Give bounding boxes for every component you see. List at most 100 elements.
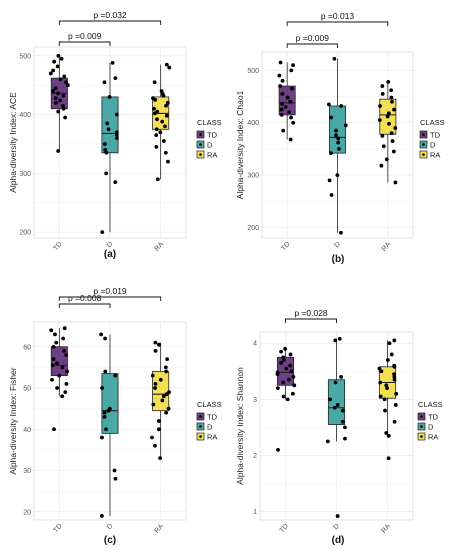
data-point xyxy=(339,374,344,379)
data-point xyxy=(65,83,70,88)
data-point xyxy=(105,121,110,126)
data-point xyxy=(327,178,332,183)
data-point xyxy=(107,95,112,99)
y-axis-label: Alpha-diversity Index: ACE xyxy=(8,92,18,193)
data-point xyxy=(54,100,58,105)
data-point xyxy=(384,157,389,162)
data-point xyxy=(54,340,59,345)
y-tick-label: 200 xyxy=(247,225,259,232)
legend-label: D xyxy=(430,141,436,150)
data-point xyxy=(157,427,161,432)
y-axis-label: Alpha-diversity Index: Chao1 xyxy=(235,90,245,199)
data-point xyxy=(279,112,284,117)
data-point xyxy=(378,104,382,108)
data-point xyxy=(100,230,105,235)
legend-label: D xyxy=(207,141,213,150)
data-point xyxy=(154,127,159,132)
panel-label: (c) xyxy=(104,535,116,546)
data-point xyxy=(391,149,396,154)
data-point xyxy=(103,336,107,341)
data-point xyxy=(158,377,163,382)
data-point xyxy=(290,86,294,91)
legend-dot xyxy=(199,153,202,156)
y-tick-label: 4 xyxy=(253,341,257,348)
p-value-label: p =0.009 xyxy=(68,31,102,41)
data-point xyxy=(163,365,168,370)
x-tick-label: TD xyxy=(52,523,63,535)
data-point xyxy=(337,147,341,151)
data-point xyxy=(386,111,391,116)
data-point xyxy=(104,171,109,176)
data-point xyxy=(165,357,170,362)
data-point xyxy=(153,381,158,386)
legend-label: TD xyxy=(430,131,441,140)
data-point xyxy=(386,433,391,438)
data-point xyxy=(62,74,67,79)
data-point xyxy=(288,99,293,104)
data-point xyxy=(285,397,290,402)
data-point xyxy=(160,398,165,403)
data-point xyxy=(106,408,111,413)
data-point xyxy=(53,86,58,91)
data-point xyxy=(377,366,382,371)
data-point xyxy=(394,391,399,396)
data-point xyxy=(281,394,286,399)
data-point xyxy=(380,133,385,138)
legend-dot xyxy=(420,425,423,428)
data-point xyxy=(55,64,60,69)
data-point xyxy=(339,104,344,108)
data-point xyxy=(167,65,172,70)
data-point xyxy=(328,397,332,402)
data-point xyxy=(275,372,280,376)
significance-bracket xyxy=(286,21,389,26)
data-point xyxy=(63,115,68,120)
data-point xyxy=(150,373,155,378)
legend-label: TD xyxy=(428,413,439,422)
data-point xyxy=(58,98,63,103)
data-point xyxy=(392,419,397,424)
data-point xyxy=(329,115,333,120)
y-tick-label: 60 xyxy=(23,344,31,351)
data-point xyxy=(165,100,170,105)
data-point xyxy=(153,348,158,353)
data-point xyxy=(48,71,53,76)
x-tick-label: RA xyxy=(381,241,393,253)
data-point xyxy=(334,128,338,133)
p-value-label: p =0.013 xyxy=(321,11,355,21)
data-point xyxy=(385,358,390,362)
legend-label: D xyxy=(428,423,434,432)
data-point xyxy=(386,456,391,461)
data-point xyxy=(164,62,169,67)
data-point xyxy=(63,80,68,85)
data-point xyxy=(378,394,383,399)
legend-title: CLASS xyxy=(197,400,222,409)
legend-dot xyxy=(199,425,202,428)
data-point xyxy=(110,60,115,65)
data-point xyxy=(50,377,54,382)
p-value-label: p =0.009 xyxy=(296,33,330,43)
x-tick-label: TD xyxy=(52,241,63,253)
data-point xyxy=(65,369,70,374)
data-point xyxy=(114,132,119,137)
y-tick-label: 400 xyxy=(19,112,31,119)
data-point xyxy=(281,128,286,133)
data-point xyxy=(389,131,394,136)
legend-dot xyxy=(422,133,425,136)
data-point xyxy=(53,96,58,101)
data-point xyxy=(379,163,384,168)
legend-title: CLASS xyxy=(420,118,445,127)
data-point xyxy=(383,408,387,413)
significance-bracket xyxy=(286,43,338,48)
data-point xyxy=(284,366,289,371)
y-tick-label: 300 xyxy=(19,171,31,178)
data-point xyxy=(161,394,166,399)
legend-label: TD xyxy=(207,131,218,140)
data-point xyxy=(337,336,342,341)
data-point xyxy=(390,99,394,104)
data-point xyxy=(99,332,104,337)
data-point xyxy=(381,144,386,149)
